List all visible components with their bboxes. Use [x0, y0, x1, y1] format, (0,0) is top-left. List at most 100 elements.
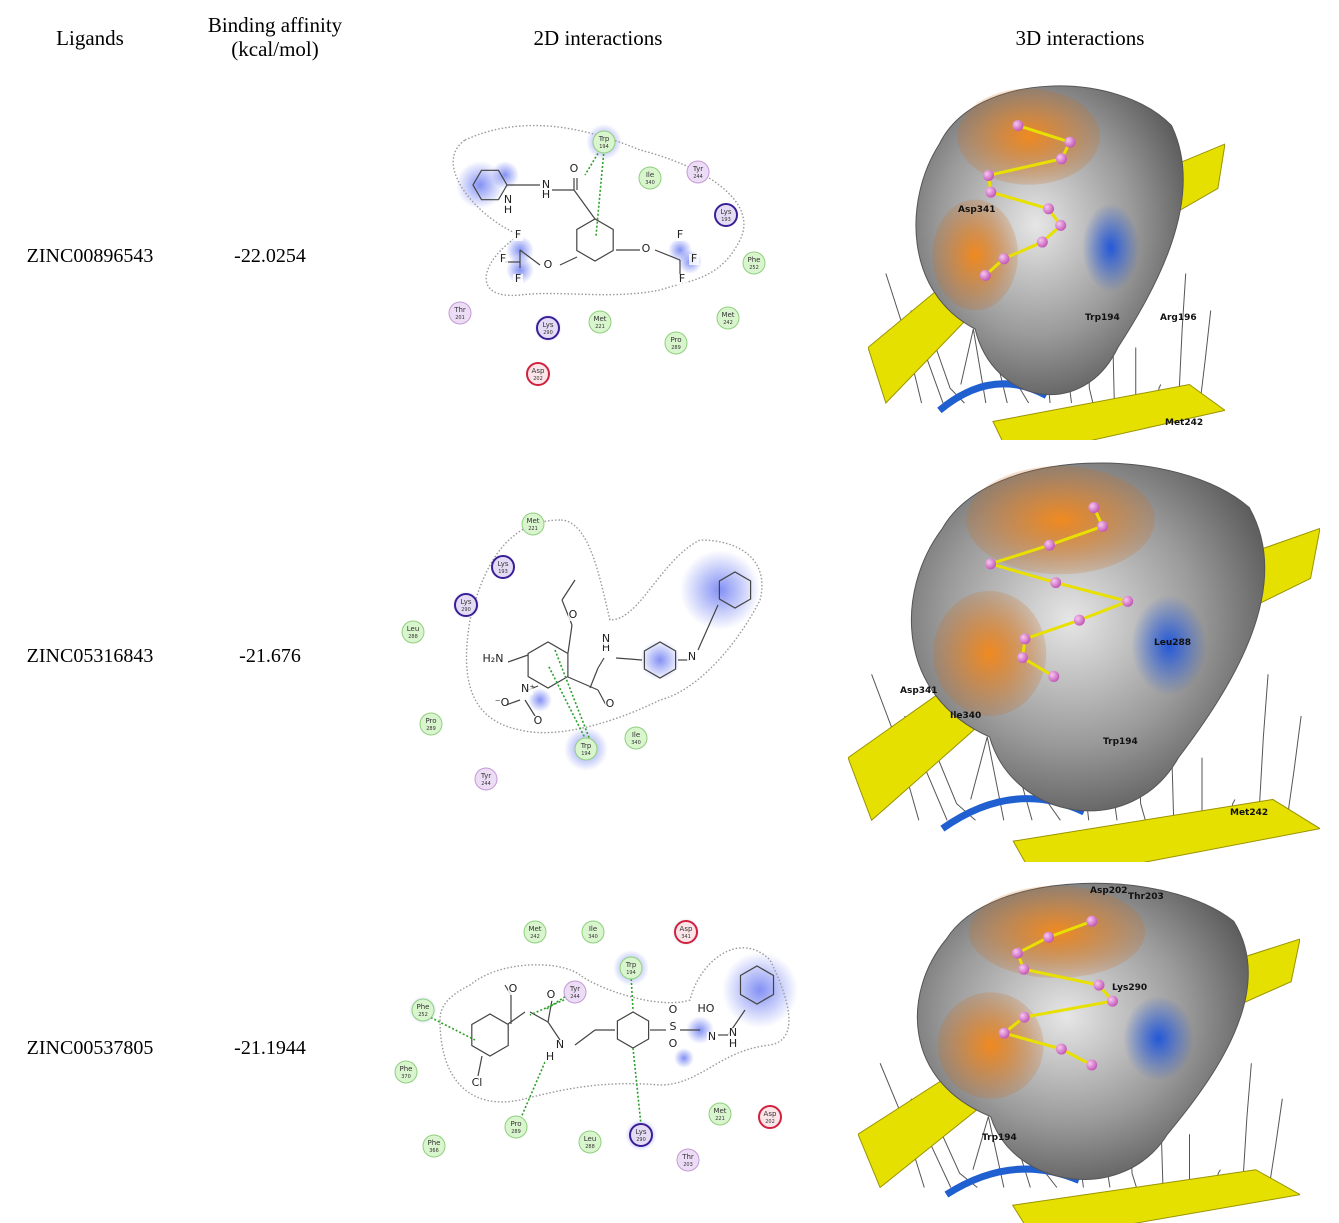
residue-name: Met	[713, 1107, 726, 1115]
atom-label: H₂N	[483, 652, 504, 665]
ligand-atom	[1088, 502, 1099, 513]
residue-number: 290	[636, 1137, 646, 1143]
bond	[530, 1012, 548, 1022]
interaction-line	[548, 665, 586, 740]
residue-name: Lys	[720, 208, 731, 216]
residue-number: 201	[455, 315, 465, 321]
ligand-name: ZINC00537805	[27, 1037, 154, 1059]
residue-name: Phe	[417, 1003, 430, 1011]
residue-label-3d: Met242	[1230, 808, 1268, 818]
residue-name: Phe	[400, 1065, 413, 1073]
bond	[616, 658, 642, 660]
ligand-atom	[1050, 577, 1061, 588]
ligand-atom	[1043, 932, 1054, 943]
ligand-atom	[1018, 964, 1029, 975]
bond	[568, 625, 572, 653]
residue-name: Lys	[460, 598, 471, 606]
ring	[617, 1012, 648, 1048]
residue-label-3d: Asp202	[1090, 886, 1128, 896]
residue-name: Pro	[510, 1120, 521, 1128]
atom-label: F	[515, 228, 521, 241]
interaction-3d: Trp194 Arg196 Met242 Asp341	[868, 86, 1225, 459]
bond	[560, 257, 577, 265]
halo	[722, 952, 798, 1028]
residue-label-3d: Met242	[1165, 418, 1203, 428]
ligand-atom	[1012, 120, 1023, 131]
interaction-line	[633, 1048, 641, 1125]
residue-name: Tyr	[569, 985, 580, 993]
surface-patch	[938, 992, 1044, 1099]
residue-name: Asp	[764, 1110, 777, 1118]
ligand-atom	[1056, 153, 1067, 164]
ligand-atom	[1044, 540, 1055, 551]
atom-label: O	[569, 608, 578, 621]
ribbon	[1013, 799, 1320, 882]
side-chain	[1259, 674, 1268, 820]
ligand-atom	[998, 253, 1009, 264]
ligand-atom	[980, 270, 991, 281]
side-chain	[1179, 274, 1186, 404]
bond	[478, 1056, 482, 1076]
residue-name: Tyr	[692, 165, 703, 173]
residue-number: 193	[721, 217, 731, 223]
residue-label-3d: Trp194	[1085, 313, 1120, 323]
column-header: Ligands	[56, 26, 124, 50]
residue-name: Trp	[598, 135, 610, 143]
residue-number: 203	[683, 1162, 693, 1168]
ligand-atom	[1086, 1060, 1097, 1071]
residue-label-3d: Arg196	[1160, 313, 1197, 323]
residue-name: Thr	[453, 306, 466, 314]
ligand-atom	[1048, 671, 1059, 682]
ligand-atom	[1093, 980, 1104, 991]
residue-label-3d: Asp341	[900, 686, 938, 696]
binding-affinity: -21.676	[239, 645, 301, 667]
atom-label: F	[679, 272, 685, 285]
residue-number: 341	[681, 934, 691, 940]
ligand-atom	[999, 1028, 1010, 1039]
surface-patch	[1082, 203, 1139, 292]
side-chain	[1269, 1099, 1282, 1188]
residue-name: Lys	[635, 1128, 646, 1136]
residue-number: 194	[599, 144, 609, 150]
residue-name: Tyr	[480, 772, 491, 780]
residue-number: 289	[671, 345, 681, 351]
residue-number: 221	[595, 324, 605, 330]
residue-label-3d: Asp341	[958, 205, 996, 215]
interaction-2d: ClOONHSOONHONHMet242Ile340Asp341Trp194Ty…	[395, 918, 798, 1171]
residue-number: 202	[765, 1119, 775, 1125]
atom-label: N	[708, 1030, 716, 1043]
surface-patch	[1123, 996, 1194, 1081]
residue-number: 244	[481, 781, 491, 787]
residue-name: Asp	[680, 925, 693, 933]
residue-number: 244	[693, 174, 703, 180]
atom-label: O	[547, 988, 556, 1001]
residue-name: Lys	[542, 321, 553, 329]
atom-label: Cl	[472, 1076, 483, 1089]
atom-label: O	[509, 982, 518, 995]
interaction-line	[520, 1062, 545, 1120]
residue-name: Ile	[646, 171, 654, 179]
residue-name: Met	[721, 311, 734, 319]
residue-number: 194	[581, 751, 591, 757]
ligand-atom	[1056, 1044, 1067, 1055]
atom-label: O	[570, 162, 579, 175]
ligand-atom	[1122, 596, 1133, 607]
column-header: Binding affinity	[208, 13, 343, 37]
ligand-atom	[985, 187, 996, 198]
atom-label: F	[515, 272, 521, 285]
residue-number: 252	[749, 265, 759, 271]
residue-number: 202	[533, 376, 543, 382]
ligand-atom	[1086, 916, 1097, 927]
residue-number: 221	[715, 1116, 725, 1122]
table-figure: Ligands Binding affinity (kcal/mol) 2D i…	[0, 0, 1339, 1223]
side-chain	[1200, 311, 1211, 404]
interaction-3d: Asp202Thr203Trp194Lys290	[858, 883, 1300, 1223]
residue-name: Leu	[584, 1135, 597, 1143]
residue-number: 288	[585, 1144, 595, 1150]
atom-label: N⁺	[521, 682, 535, 695]
residue-label-3d: Lys290	[1112, 983, 1147, 993]
bond	[562, 580, 575, 600]
bond	[575, 1030, 595, 1045]
ring	[472, 1014, 508, 1056]
atom-label: ⁻O	[495, 696, 510, 709]
